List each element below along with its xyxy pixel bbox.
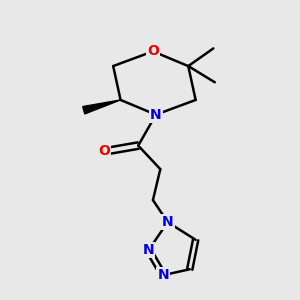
Text: N: N [143, 243, 154, 257]
Text: N: N [158, 268, 169, 282]
Text: O: O [147, 44, 159, 58]
Text: N: N [162, 215, 173, 229]
Polygon shape [83, 100, 121, 114]
Text: N: N [150, 108, 162, 122]
Text: O: O [98, 145, 110, 158]
